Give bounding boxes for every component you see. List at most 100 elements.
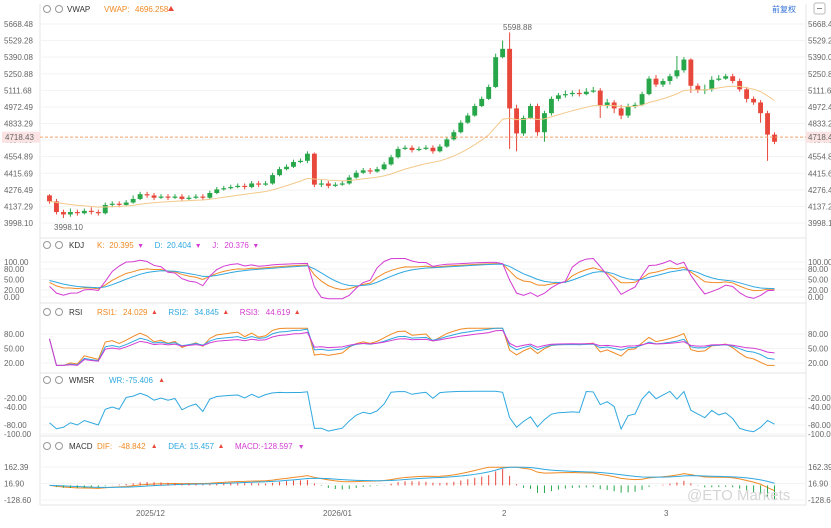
y-tick-right: 5390.08: [808, 53, 831, 62]
candle-body: [360, 170, 366, 173]
y-tick-right: 3998.10: [808, 219, 831, 228]
candle-body: [451, 132, 457, 140]
y-tick-right: 50.00: [808, 276, 829, 285]
candle-body: [165, 196, 171, 198]
close-icon[interactable]: [55, 308, 63, 316]
settings-icon[interactable]: [43, 376, 51, 384]
y-tick-left: 80.00: [4, 330, 25, 339]
candle-body: [291, 162, 296, 167]
candle-body: [102, 204, 108, 214]
candle-body: [67, 212, 73, 215]
y-tick-right: 162.39: [808, 463, 831, 472]
settings-icon[interactable]: [43, 5, 51, 13]
current-price-tag-right: [806, 131, 831, 143]
y-tick-left: 4554.89: [4, 153, 33, 162]
candle-body: [514, 108, 520, 134]
candle-body: [730, 76, 736, 82]
candle-body: [500, 48, 506, 58]
kdj-label-2: J:: [212, 241, 218, 250]
candle-body: [716, 78, 722, 80]
candle-body: [444, 139, 450, 147]
macd-indicator-name: MACD: [69, 442, 93, 451]
candle-body: [507, 48, 513, 109]
close-icon[interactable]: [55, 442, 63, 450]
y-tick-right: 4833.29: [808, 120, 831, 129]
current-price-label-right: 4718.43: [808, 133, 831, 142]
candle-body: [151, 195, 157, 198]
main-indicator-name: VWAP: [67, 5, 90, 14]
y-tick-left: 100.00: [4, 258, 29, 267]
candle-body: [367, 170, 373, 172]
candle-body: [47, 195, 52, 202]
y-tick-right: 100.00: [808, 258, 831, 267]
rsi-value-2: 44.619: [266, 308, 291, 317]
low-price-label: 3998.10: [54, 223, 83, 232]
candle-body: [270, 175, 276, 184]
close-icon[interactable]: [55, 241, 63, 249]
up-arrow-icon: [152, 310, 157, 314]
candle-body: [395, 148, 401, 158]
candle-body: [158, 196, 164, 198]
down-arrow-icon: [196, 244, 201, 248]
candle-body: [583, 91, 589, 95]
y-tick-left: 4972.49: [4, 103, 33, 112]
y-tick-right: -80.00: [808, 421, 831, 430]
macd-dea-line: [49, 466, 775, 488]
candle-body: [95, 212, 101, 214]
y-tick-left: 5250.88: [4, 70, 33, 79]
y-tick-right: 80.00: [808, 265, 829, 274]
y-tick-right: 5111.68: [808, 86, 831, 95]
kdj-j-line: [49, 257, 775, 300]
candle-body: [409, 147, 415, 151]
y-tick-right: 4972.49: [808, 103, 831, 112]
candle-body: [542, 113, 547, 133]
y-tick-left: -100.00: [4, 430, 32, 439]
x-label-mar: 3: [664, 509, 669, 518]
y-tick-left: -128.60: [4, 496, 32, 505]
y-tick-left: 50.00: [4, 345, 25, 354]
candle-body: [528, 106, 533, 118]
vwap-line: [49, 85, 775, 208]
kdj-value-2: 20.376: [224, 241, 249, 250]
close-icon[interactable]: [55, 5, 63, 13]
candle-body: [555, 95, 561, 99]
kdj-value-1: 20.404: [167, 241, 192, 250]
candle-body: [416, 148, 422, 151]
candle-body: [81, 210, 87, 214]
settings-icon[interactable]: [43, 442, 51, 450]
candle-body: [688, 59, 694, 86]
candle-body: [576, 92, 582, 95]
close-icon[interactable]: [55, 376, 63, 384]
candle-body: [332, 184, 338, 186]
rights-adjust-button[interactable]: 前复权: [772, 4, 796, 14]
candle-body: [486, 86, 492, 99]
up-arrow-icon: [295, 310, 300, 314]
y-tick-right: 20.00: [808, 359, 829, 368]
settings-icon[interactable]: [43, 308, 51, 316]
macd-label-1: DEA:: [168, 442, 187, 451]
candle-body: [472, 106, 478, 116]
candle-body: [235, 185, 241, 188]
y-tick-left: 5111.68: [4, 86, 32, 95]
candle-body: [109, 203, 115, 205]
up-arrow-icon: [223, 310, 228, 314]
down-arrow-icon: [253, 244, 258, 248]
candle-body: [54, 201, 59, 213]
candle-body: [562, 94, 568, 96]
macd-value-1: 15.457: [190, 442, 215, 451]
up-arrow-icon: [168, 6, 174, 11]
settings-icon[interactable]: [43, 241, 51, 249]
rsi-value-0: 24.029: [123, 308, 148, 317]
candle-body: [681, 59, 687, 71]
candle-body: [604, 102, 610, 107]
candle-body: [590, 90, 596, 92]
y-tick-right: 50.00: [808, 345, 829, 354]
candle-body: [60, 212, 66, 215]
candle-body: [632, 104, 638, 107]
y-tick-left: 5390.08: [4, 53, 33, 62]
candle-body: [423, 147, 429, 149]
candle-body: [88, 210, 94, 213]
y-tick-right: 4276.49: [808, 186, 831, 195]
candle-body: [381, 164, 387, 170]
candle-body: [479, 98, 485, 107]
